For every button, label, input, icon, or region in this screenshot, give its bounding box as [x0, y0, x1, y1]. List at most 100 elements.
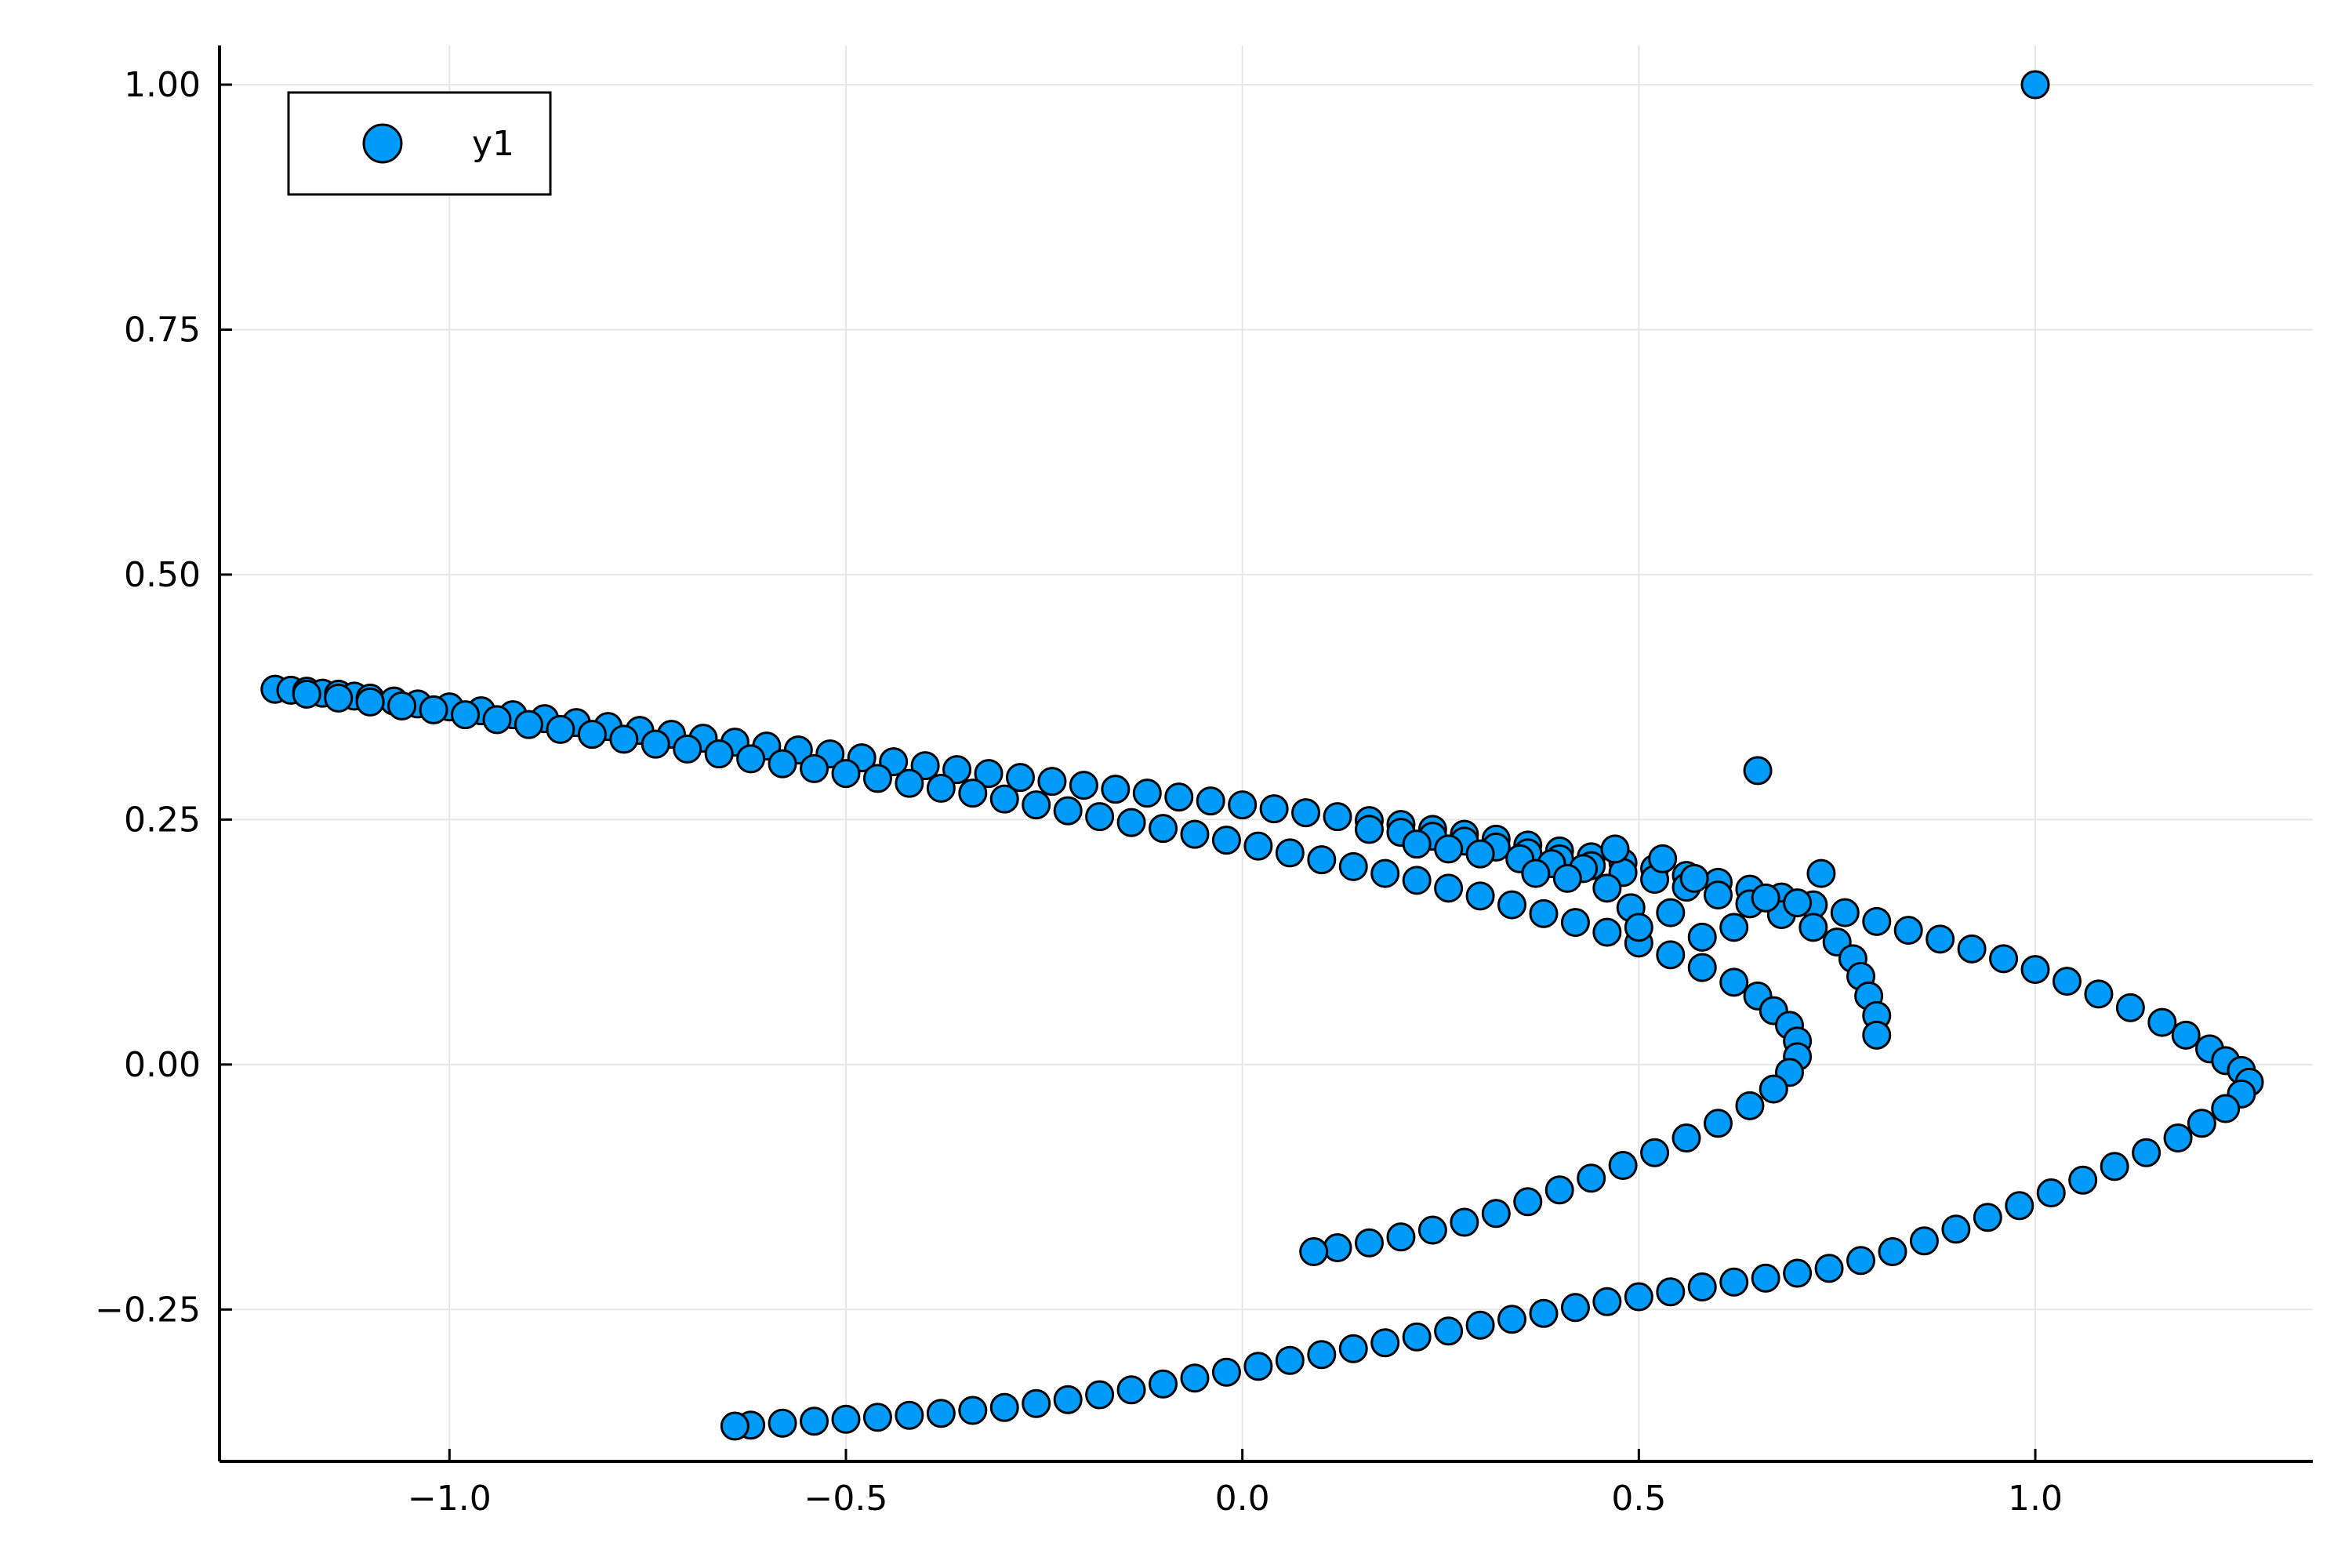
- grid-lines: [220, 45, 2313, 1461]
- data-point: [1497, 1305, 1527, 1334]
- data-point: [1211, 1357, 1241, 1387]
- data-point: [1053, 1385, 1083, 1414]
- data-point: [704, 739, 734, 769]
- data-point: [1624, 1282, 1653, 1312]
- data-point: [324, 683, 354, 713]
- data-point: [862, 764, 892, 793]
- data-point: [2020, 955, 2050, 985]
- data-point: [1370, 858, 1400, 888]
- data-point: [1529, 1298, 1559, 1328]
- data-point: [1275, 838, 1305, 868]
- data-point: [1465, 839, 1495, 869]
- data-point: [1323, 802, 1352, 832]
- data-point: [1354, 1228, 1384, 1258]
- data-point: [1783, 888, 1813, 918]
- data-point: [1005, 763, 1035, 793]
- data-point: [1085, 1380, 1115, 1410]
- data-point: [1275, 1345, 1305, 1375]
- data-point: [895, 768, 924, 798]
- data-point: [1957, 934, 1987, 964]
- data-point: [1307, 1340, 1337, 1370]
- data-point: [1022, 790, 1051, 820]
- data-point: [1973, 1203, 2002, 1232]
- data-point: [1759, 1074, 1788, 1104]
- data-point: [419, 695, 448, 724]
- data-points: [260, 70, 2264, 1441]
- data-point: [1370, 1328, 1400, 1358]
- data-point: [1259, 794, 1289, 824]
- x-tick-label: 0.5: [1611, 1479, 1666, 1519]
- axis-ticks: −1.0 −0.5 0.0 0.5 1.0 −0.25 0.00 0.25 0.50 0.75 1.…: [95, 65, 2063, 1519]
- data-point: [1687, 922, 1717, 952]
- data-point: [609, 724, 639, 754]
- data-point: [1577, 1163, 1606, 1193]
- x-tick-label: −0.5: [804, 1479, 888, 1519]
- data-point: [1037, 767, 1067, 797]
- data-point: [1338, 1334, 1368, 1363]
- data-point: [2068, 1165, 2098, 1195]
- data-point: [1941, 1214, 1971, 1244]
- data-point: [1307, 845, 1337, 875]
- data-point: [1101, 775, 1131, 804]
- data-point: [1228, 790, 1258, 820]
- legend: y1: [287, 91, 552, 196]
- data-point: [1481, 1199, 1511, 1229]
- data-point: [1402, 1322, 1432, 1352]
- data-point: [1521, 858, 1551, 888]
- data-point: [387, 691, 417, 720]
- data-point: [1450, 1207, 1479, 1237]
- data-point: [1560, 908, 1590, 938]
- data-point: [1687, 953, 1717, 982]
- x-tick-label: −1.0: [408, 1479, 492, 1519]
- data-point: [1926, 924, 1955, 954]
- data-point: [1671, 1123, 1701, 1153]
- y-tick-label: 0.75: [124, 310, 201, 350]
- data-point: [1830, 898, 1860, 927]
- data-point: [2171, 1020, 2201, 1050]
- data-point: [831, 1404, 861, 1434]
- data-point: [1719, 967, 1749, 997]
- data-point: [451, 700, 481, 730]
- data-point: [1053, 796, 1083, 826]
- data-point: [1243, 831, 1273, 861]
- data-point: [1608, 1151, 1638, 1181]
- data-point: [1640, 1138, 1670, 1167]
- data-point: [1814, 1254, 1844, 1283]
- data-point: [641, 729, 670, 759]
- data-point: [2147, 1007, 2177, 1037]
- data-point: [1338, 851, 1368, 881]
- data-point: [1862, 1020, 1892, 1050]
- plot-area: [220, 45, 2313, 1461]
- y-tick-label: 0.25: [124, 800, 201, 840]
- data-point: [1402, 866, 1432, 895]
- data-point: [720, 1411, 750, 1441]
- data-point: [1116, 808, 1146, 837]
- data-point: [926, 773, 956, 803]
- data-point: [768, 1408, 797, 1438]
- data-point: [1798, 913, 1828, 942]
- data-point: [2084, 979, 2114, 1009]
- data-point: [1085, 802, 1115, 832]
- data-point: [1862, 906, 1892, 936]
- data-point: [1465, 881, 1495, 911]
- x-tick-label: 1.0: [2008, 1479, 2063, 1519]
- data-point: [482, 705, 512, 735]
- data-point: [989, 784, 1019, 814]
- data-point: [1552, 863, 1582, 893]
- data-point: [2100, 1152, 2129, 1181]
- data-point: [1592, 917, 1622, 947]
- data-point: [1149, 814, 1178, 844]
- data-point: [1719, 1267, 1749, 1297]
- data-point: [1783, 1258, 1813, 1288]
- data-point: [1022, 1388, 1051, 1418]
- data-point: [926, 1399, 956, 1428]
- legend-label: y1: [472, 124, 514, 164]
- data-point: [1600, 834, 1630, 864]
- data-point: [2036, 1178, 2066, 1208]
- data-point: [2115, 993, 2145, 1022]
- data-point: [942, 755, 972, 785]
- y-tick-label: 0.00: [124, 1045, 201, 1085]
- data-point: [958, 779, 988, 808]
- data-point: [1529, 898, 1559, 928]
- data-point: [1196, 786, 1225, 816]
